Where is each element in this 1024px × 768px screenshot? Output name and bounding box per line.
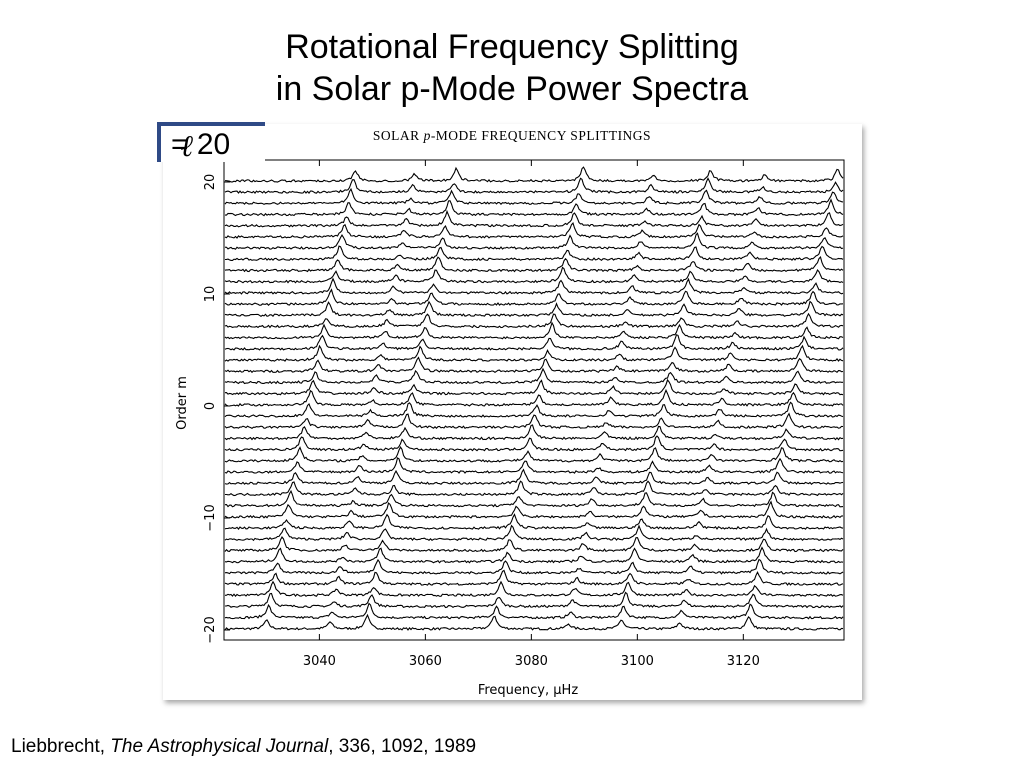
figure-frame — [163, 124, 862, 700]
spectrum-line — [224, 602, 844, 620]
x-tick-label: 3080 — [515, 654, 548, 669]
spectrum-line — [224, 613, 844, 631]
degree-value: = 20 — [171, 128, 231, 161]
degree-badge-text: ℓ = 20 — [171, 128, 231, 163]
spectrum-line — [224, 232, 844, 250]
spectrum-line — [224, 222, 844, 239]
y-tick-label: 0 — [203, 402, 218, 410]
spectrum-line — [224, 277, 844, 295]
spectrum-line — [225, 166, 844, 183]
spectrum-line — [224, 209, 844, 228]
degree-badge: ℓ = 20 — [157, 122, 265, 163]
spectrum-line — [224, 300, 844, 318]
x-tick-label: 3120 — [727, 654, 760, 669]
spectrum-line — [224, 388, 844, 407]
spectrum-line — [224, 524, 844, 542]
citation-author: Liebbrecht, — [11, 736, 111, 757]
spectrum-line — [224, 580, 844, 597]
slide-title-line-2: in Solar p-Mode Power Spectra — [275, 70, 749, 108]
spectrum-line — [224, 177, 844, 194]
spectrum-line — [224, 546, 844, 564]
spectrum-line — [224, 245, 844, 262]
spectrum-line — [224, 513, 844, 530]
ell-symbol: ℓ — [181, 130, 194, 163]
slide-title: Rotational Frequency Splitting in Solar … — [0, 26, 1024, 110]
spectrum-line — [224, 489, 844, 508]
spectrum-line — [224, 435, 844, 452]
spectrum-line — [224, 367, 843, 385]
y-tick-label: −20 — [203, 616, 218, 643]
spectrum-line — [225, 198, 844, 217]
spectrum-line — [224, 569, 844, 586]
plot-frame — [223, 159, 845, 641]
x-tick-label: 3100 — [621, 654, 654, 669]
slide-title-line-1: Rotational Frequency Splitting — [285, 28, 739, 66]
spectrum-line — [225, 480, 844, 497]
spectrum-line — [224, 468, 844, 485]
spectrum-line — [224, 288, 844, 306]
x-axis-label: Frequency, μHz — [478, 683, 578, 698]
spectrum-line — [224, 312, 844, 329]
spectrum-line — [224, 424, 844, 441]
spectrum-line — [224, 321, 844, 340]
chart-title: SOLAR p-MODE FREQUENCY SPLITTINGS — [373, 128, 651, 143]
spectrum-line — [224, 356, 844, 374]
y-tick-label: −10 — [203, 504, 218, 531]
spectrum-line — [224, 558, 844, 575]
spectrum-line — [224, 266, 844, 284]
spectrum-line — [224, 412, 844, 430]
citation: Liebbrecht, The Astrophysical Journal, 3… — [11, 735, 476, 759]
spectrum-line — [224, 457, 844, 474]
x-tick-label: 3040 — [303, 654, 336, 669]
y-axis-label: Order m — [175, 376, 190, 430]
spectrum-line — [224, 256, 844, 273]
y-tick-label: 10 — [203, 286, 218, 303]
spectrum-line — [224, 334, 844, 351]
axes: 3040 3060 3080 3100 3120 −20 −10 0 10 20 — [203, 159, 845, 669]
spectrum-line — [224, 344, 844, 362]
spectrum-line — [224, 445, 844, 463]
plot-area — [224, 166, 844, 631]
spectrum-line — [224, 187, 844, 206]
spectrum-line — [224, 591, 844, 609]
spectrum-line — [224, 401, 844, 418]
spectrum-line — [224, 378, 844, 396]
spectrum-line — [224, 536, 844, 553]
citation-details: , 336, 1092, 1989 — [328, 736, 477, 757]
spectrum-line — [224, 500, 844, 519]
citation-journal: The Astrophysical Journal — [110, 736, 329, 757]
y-tick-label: 20 — [203, 174, 218, 191]
x-tick-label: 3060 — [409, 654, 442, 669]
